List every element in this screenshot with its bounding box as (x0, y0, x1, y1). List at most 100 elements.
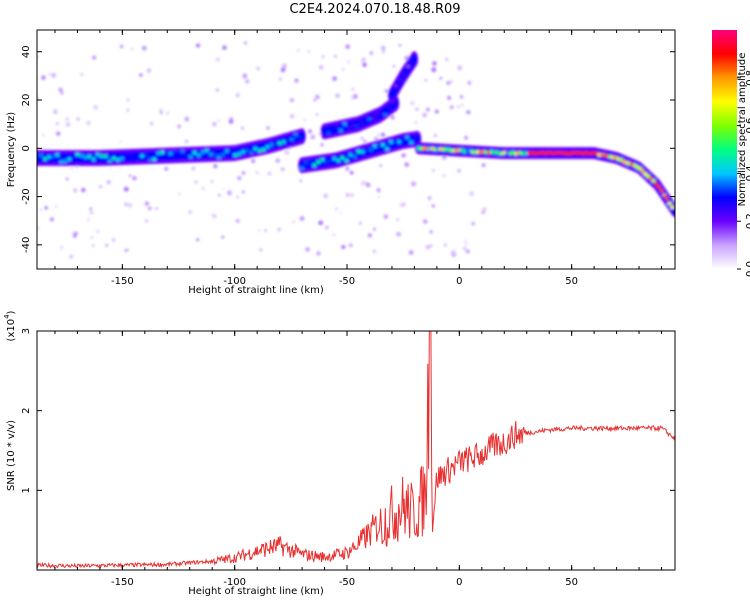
heatmap-noise-point (256, 66, 261, 71)
heatmap-core (79, 154, 84, 158)
heatmap-noise-point (147, 206, 152, 211)
heatmap-noise-point (212, 121, 217, 127)
heatmap-noise-point (139, 73, 143, 77)
heatmap-core (659, 188, 664, 193)
heatmap-noise-point (445, 58, 449, 62)
heatmap-noise-point (457, 65, 463, 71)
spectrogram-y-tick-label: -40 (21, 237, 32, 253)
heatmap-noise-point (384, 89, 388, 93)
heatmap-noise-point (459, 95, 464, 99)
heatmap-noise-point (414, 121, 417, 124)
heatmap-core (265, 144, 270, 149)
spectrogram-frame (36, 29, 676, 270)
heatmap-noise-point (450, 80, 453, 83)
heatmap-noise-point (81, 187, 86, 193)
heatmap-noise-point (52, 109, 58, 115)
heatmap-core (67, 157, 72, 161)
heatmap-noise-point (466, 110, 471, 115)
heatmap-core (338, 128, 343, 133)
heatmap-core (348, 153, 353, 157)
heatmap-noise-point (392, 65, 396, 68)
heatmap-noise-point (325, 225, 329, 230)
heatmap-core (245, 148, 250, 153)
heatmap-noise-point (119, 44, 124, 49)
heatmap-noise-point (80, 72, 84, 76)
heatmap-core (152, 157, 157, 161)
heatmap-noise-point (42, 134, 45, 137)
heatmap-core (139, 154, 145, 158)
snr-series-line (36, 330, 676, 569)
heatmap-noise-point (315, 113, 318, 116)
heatmap-core (303, 160, 309, 165)
heatmap-noise-point (415, 107, 419, 112)
heatmap-core (188, 154, 193, 159)
heatmap-noise-point (441, 155, 447, 160)
colorbar: 0.0 0.2 0.4 0.6 0.8 Normalized spectral ampl… (712, 30, 750, 277)
heatmap-noise-point (398, 43, 402, 47)
heatmap-noise-point (401, 153, 406, 158)
heatmap-noise-point (277, 227, 281, 232)
heatmap-core (119, 156, 125, 161)
heatmap-core (220, 152, 226, 157)
heatmap-noise-point (360, 136, 364, 140)
snr-y-tick-label: 2 (21, 407, 32, 413)
heatmap-noise-point (339, 212, 342, 215)
heatmap-noise-point (446, 81, 451, 86)
heatmap-core (670, 205, 675, 210)
heatmap-noise-point (184, 116, 190, 122)
heatmap-core (667, 201, 672, 206)
heatmap-core (103, 154, 108, 159)
heatmap-noise-point (280, 167, 285, 171)
spectrogram-x-ticks: -150 -100 -50 0 50 (54, 30, 663, 287)
heatmap-core (180, 149, 185, 154)
heatmap-core (91, 157, 96, 162)
heatmap-noise-point (58, 87, 63, 92)
heatmap-core (46, 155, 52, 159)
heatmap-core (387, 104, 392, 109)
colorbar-tick-label: 0.2 (745, 213, 750, 229)
heatmap-core (358, 121, 364, 125)
heatmap-noise-point (264, 229, 267, 232)
heatmap-noise-point (361, 180, 366, 186)
heatmap-noise-point (463, 247, 466, 250)
heatmap-noise-point (256, 171, 259, 175)
heatmap-noise-point (86, 218, 90, 222)
heatmap-core (334, 124, 339, 128)
heatmap-core (346, 125, 352, 130)
heatmap-core (50, 154, 56, 159)
heatmap-noise-point (51, 73, 56, 78)
heatmap-core (664, 196, 670, 201)
heatmap-core (396, 139, 402, 144)
heatmap-core (285, 138, 290, 143)
heatmap-noise-point (424, 78, 428, 82)
heatmap-noise-point (410, 100, 415, 106)
heatmap-noise-point (44, 206, 48, 210)
heatmap-noise-point (332, 76, 337, 81)
heatmap-noise-point (278, 77, 283, 81)
heatmap-noise-point (56, 122, 59, 126)
heatmap-noise-point (307, 50, 311, 53)
heatmap-noise-point (305, 247, 310, 252)
heatmap-noise-point (481, 210, 486, 215)
heatmap-core (135, 158, 141, 162)
heatmap-noise-point (221, 235, 225, 239)
snr-y-axis-label: SNR (10 * v/v) (6, 420, 17, 491)
heatmap-noise-point (381, 45, 386, 50)
heatmap-noise-point (266, 126, 271, 130)
heatmap-blobs (37, 41, 675, 259)
heatmap-core (160, 150, 165, 155)
snr-x-ticks: -150 -100 -50 0 50 (54, 331, 663, 588)
heatmap-core (378, 111, 384, 116)
heatmap-noise-point (404, 162, 410, 167)
heatmap-noise-point (70, 167, 74, 170)
heatmap-noise-point (396, 231, 401, 237)
heatmap-noise-point (347, 60, 350, 64)
spectrogram-x-tick-label: -50 (339, 276, 355, 287)
heatmap-noise-point (69, 254, 74, 259)
heatmap-noise-point (432, 169, 435, 172)
heatmap-noise-point (124, 202, 128, 207)
heatmap-noise-point (60, 246, 63, 249)
heatmap-core (662, 193, 667, 197)
heatmap-core (362, 121, 368, 125)
spectrogram-y-tick-label: -20 (21, 188, 32, 204)
